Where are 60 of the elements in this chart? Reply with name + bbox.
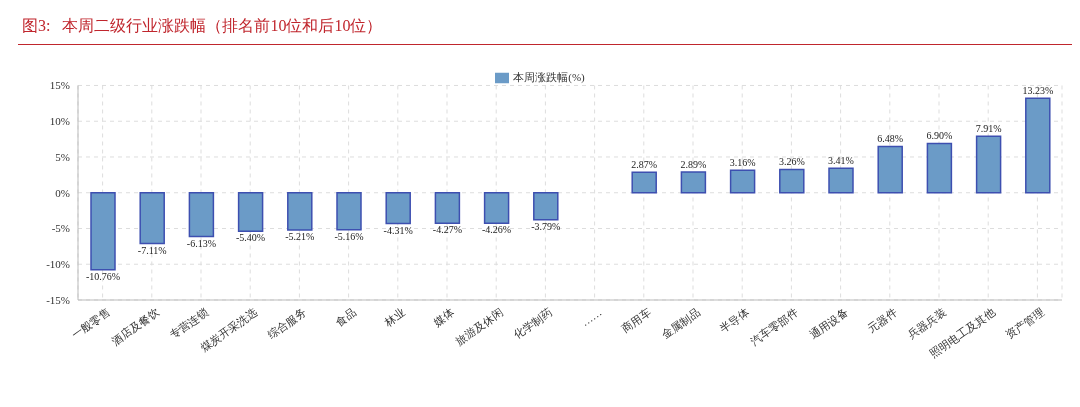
bar xyxy=(336,191,362,231)
bar xyxy=(779,168,805,194)
x-tick-label: 一般零售 xyxy=(68,305,112,341)
x-tick-label: 专营连锁 xyxy=(167,305,211,341)
data-label: -5.16% xyxy=(334,230,364,242)
x-tick-label: 金属制品 xyxy=(659,305,703,341)
data-label: -7.11% xyxy=(137,244,167,256)
x-tick-label: 综合服务 xyxy=(265,305,309,341)
bar xyxy=(631,171,657,194)
x-tick-label: 元器件 xyxy=(865,305,899,335)
y-tick-label: 15% xyxy=(49,79,70,92)
data-label: 3.16% xyxy=(729,157,756,169)
bar xyxy=(729,169,756,194)
x-tick-label: 商用车 xyxy=(619,305,653,335)
data-label: 6.48% xyxy=(877,133,904,145)
chart-title: 图3: 本周二级行业涨跌幅（排名前10位和后10位） xyxy=(22,16,383,36)
bar xyxy=(926,142,953,194)
bar xyxy=(434,191,461,225)
y-tick-label: 0% xyxy=(55,186,70,199)
bar xyxy=(1025,97,1051,194)
x-tick-label: 食品 xyxy=(332,305,358,329)
data-label: -4.31% xyxy=(383,224,413,236)
data-label: 2.87% xyxy=(631,159,658,171)
bar xyxy=(237,191,264,233)
y-tick-label: -5% xyxy=(51,222,70,235)
data-label: 13.23% xyxy=(1022,85,1054,97)
bar xyxy=(680,171,707,194)
y-tick-label: -10% xyxy=(46,258,70,271)
data-label: -5.21% xyxy=(285,230,315,242)
y-tick-label: 10% xyxy=(49,115,70,128)
data-label: 7.91% xyxy=(975,123,1002,135)
data-label: -4.27% xyxy=(432,224,462,236)
data-label: -10.76% xyxy=(85,270,121,282)
data-label: 3.41% xyxy=(828,155,854,167)
bar xyxy=(533,191,559,221)
data-label: -5.40% xyxy=(236,232,266,244)
data-label: -6.13% xyxy=(186,237,216,249)
x-tick-label: 林业 xyxy=(381,305,407,329)
bar xyxy=(385,191,411,225)
data-label: 6.90% xyxy=(926,130,953,142)
bar xyxy=(188,191,215,238)
bar xyxy=(877,145,903,194)
bar xyxy=(287,191,313,231)
x-tick-label: 通用设备 xyxy=(806,305,850,341)
x-tick-label: …… xyxy=(578,305,604,329)
bar xyxy=(975,135,1002,194)
y-tick-label: -15% xyxy=(46,293,70,306)
bar xyxy=(139,191,165,245)
legend-label: 本周涨跌幅(%) xyxy=(513,71,585,83)
bar xyxy=(828,167,854,194)
data-label: -3.79% xyxy=(531,220,561,232)
y-tick-label: 5% xyxy=(55,150,70,163)
x-tick-label: 资产管理 xyxy=(1003,305,1047,341)
data-label: 2.89% xyxy=(680,159,707,171)
bar xyxy=(90,191,116,271)
bar xyxy=(483,191,510,224)
x-tick-label: 酒店及餐饮 xyxy=(109,305,161,348)
data-label: -4.26% xyxy=(482,224,512,236)
x-tick-label: 化学制药 xyxy=(511,305,555,341)
data-label: 3.26% xyxy=(778,156,805,168)
